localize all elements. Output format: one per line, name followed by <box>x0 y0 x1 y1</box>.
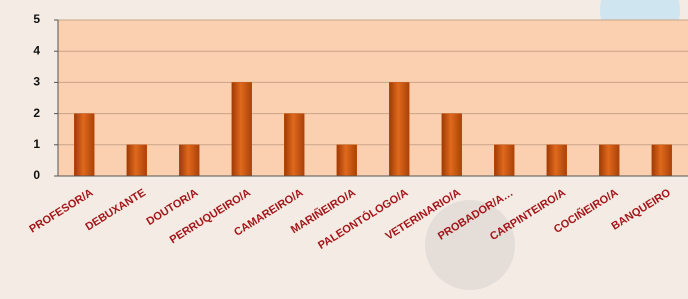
bar <box>494 145 514 176</box>
y-tick-label: 2 <box>33 106 40 120</box>
bar <box>547 145 567 176</box>
bar <box>127 145 147 176</box>
bar <box>284 114 304 176</box>
y-tick-label: 1 <box>33 137 40 151</box>
page: 012345PROFESOR/ADEBUXANTEDOUTOR/APERRUQU… <box>0 0 688 299</box>
bar <box>337 145 357 176</box>
y-tick-label: 5 <box>33 12 40 26</box>
plot-area <box>58 20 688 176</box>
bar <box>652 145 672 176</box>
y-tick-label: 4 <box>33 43 40 57</box>
bar <box>179 145 199 176</box>
y-tick-label: 0 <box>33 168 40 182</box>
bar <box>389 82 409 176</box>
y-tick-label: 3 <box>33 75 40 89</box>
bar <box>442 114 462 176</box>
chart: 012345PROFESOR/ADEBUXANTEDOUTOR/APERRUQU… <box>0 0 688 299</box>
bar <box>599 145 619 176</box>
bar <box>74 114 94 176</box>
bar <box>232 82 252 176</box>
